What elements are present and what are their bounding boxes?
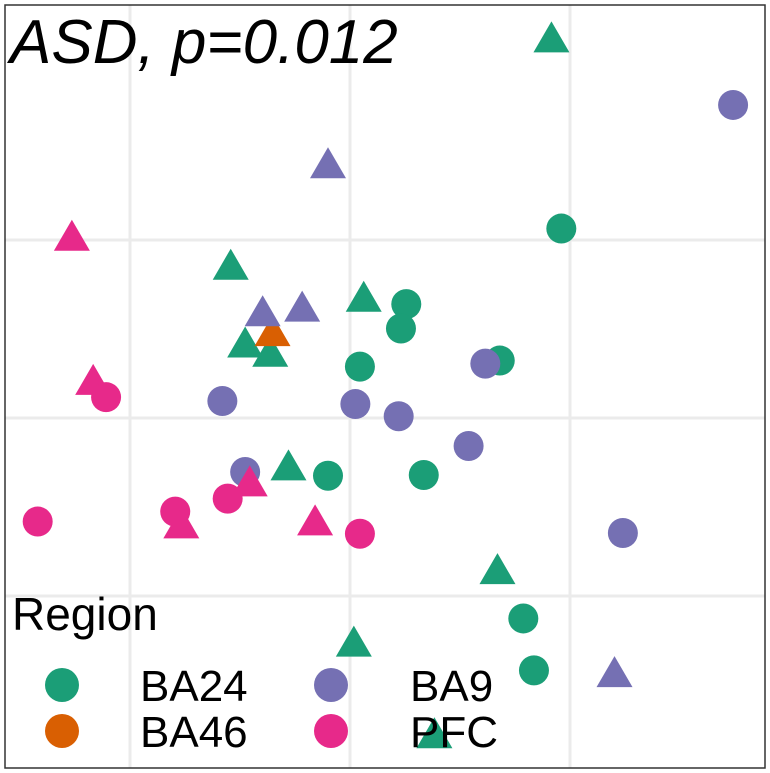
- point-ba24-17: [518, 655, 549, 686]
- panel-border: [4, 4, 766, 769]
- point-ba9-8: [383, 401, 414, 432]
- point-ba24-14: [479, 553, 516, 585]
- point-ba24-16: [335, 625, 372, 657]
- legend-label-pfc: PFC: [410, 708, 498, 757]
- legend-label-ba24: BA24: [140, 662, 248, 711]
- grid-lines: [5, 5, 765, 768]
- point-ba24-18: [416, 717, 453, 749]
- point-ba9-3: [244, 295, 281, 327]
- legend-label-ba46: BA46: [140, 708, 248, 757]
- point-ba24-11: [270, 449, 307, 481]
- legend-key-pfc: [314, 714, 348, 748]
- point-pfc-1: [53, 219, 90, 251]
- legend-key-ba46: [45, 714, 79, 748]
- point-ba24-12: [313, 460, 343, 491]
- point-ba24-15: [508, 603, 539, 634]
- point-pfc-7: [22, 506, 53, 537]
- legend-key-ba24: [45, 668, 79, 702]
- point-ba24-3: [212, 248, 249, 280]
- point-ba9-11: [607, 517, 638, 548]
- point-ba9-1: [718, 89, 749, 120]
- point-pfc-9: [297, 504, 334, 536]
- point-ba24-10: [344, 351, 375, 382]
- point-ba24-5: [391, 289, 422, 320]
- point-ba24-2: [546, 213, 577, 244]
- legend-title: Region: [12, 588, 158, 640]
- point-ba9-4: [284, 290, 321, 322]
- point-ba24-4: [345, 280, 382, 312]
- legend-key-ba9: [314, 668, 348, 702]
- point-ba9-6: [207, 385, 238, 416]
- point-pfc-10: [344, 518, 375, 549]
- point-ba24-1: [533, 21, 570, 53]
- point-ba24-13: [408, 460, 439, 491]
- point-ba9-5: [470, 348, 501, 379]
- point-pfc-8: [163, 507, 200, 539]
- point-pfc-3: [91, 382, 122, 413]
- data-points: [22, 21, 749, 749]
- point-pfc-4: [231, 465, 268, 497]
- point-ba9-7: [340, 389, 371, 420]
- point-ba46-1: [254, 315, 291, 347]
- point-ba9-12: [596, 656, 633, 688]
- point-ba9-2: [310, 147, 346, 179]
- point-ba24-8: [252, 335, 289, 367]
- chart-title: ASD, p=0.012: [6, 8, 398, 77]
- legend-label-ba9: BA9: [410, 662, 493, 711]
- point-pfc-5: [212, 483, 243, 514]
- point-ba9-9: [453, 431, 484, 462]
- point-ba24-7: [227, 326, 264, 358]
- point-ba24-6: [385, 313, 416, 344]
